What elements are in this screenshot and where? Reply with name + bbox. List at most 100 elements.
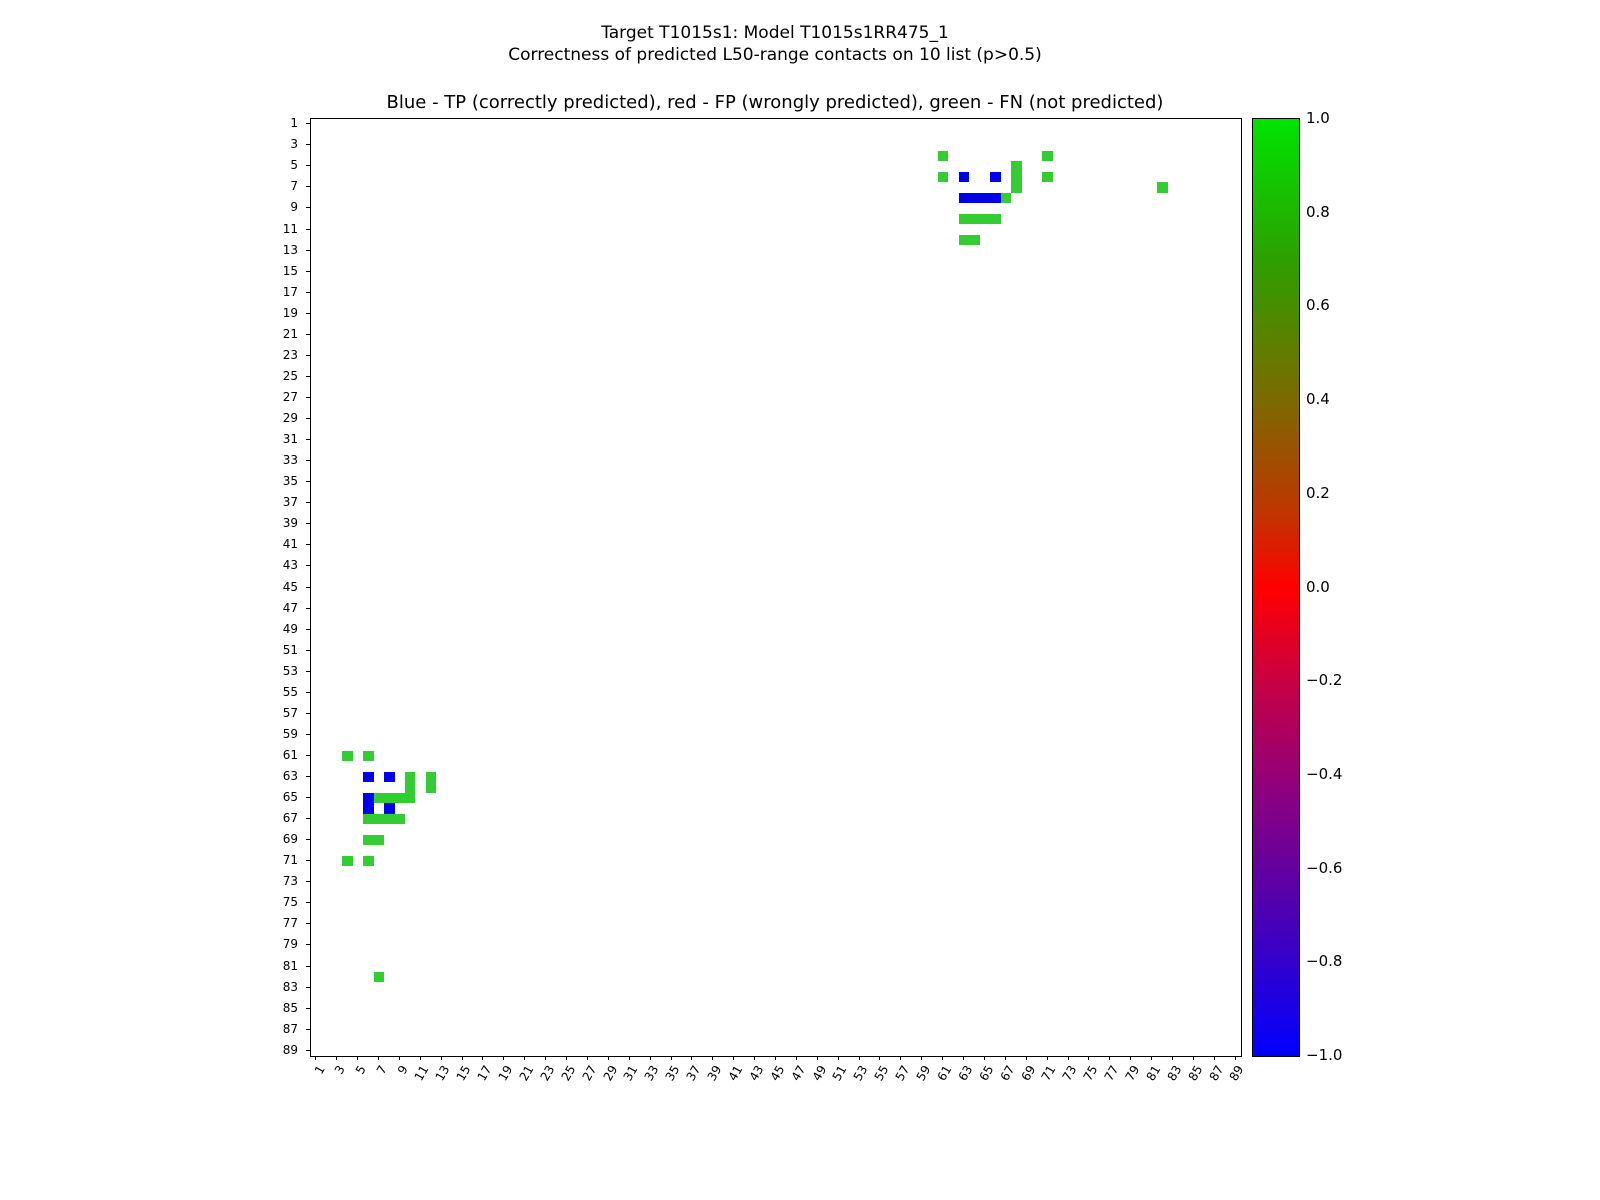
y-tick-mark: [306, 818, 310, 820]
y-tick-label: 85: [282, 1000, 298, 1015]
y-tick-mark: [306, 312, 310, 314]
x-tick-mark: [754, 1056, 756, 1060]
y-tick-label: 9: [290, 200, 298, 215]
x-tick-label: 3: [332, 1063, 349, 1077]
y-tick-mark: [306, 649, 310, 651]
y-tick-label: 11: [282, 221, 298, 236]
x-tick-label: 43: [746, 1063, 767, 1084]
x-tick-label: 37: [683, 1063, 704, 1084]
x-tick-label: 17: [474, 1063, 495, 1084]
y-tick-label: 55: [282, 684, 298, 699]
contact-cell-fn: [405, 792, 416, 804]
x-axis: 1 3 5 7 9 11 13 15 17 19 21 23 25 27 29 31 33 35 37 39 41 43 4…: [310, 1056, 1247, 1126]
x-tick-mark: [1130, 1056, 1132, 1060]
contact-cell-fn: [373, 971, 385, 983]
y-tick-label: 43: [282, 558, 298, 573]
y-tick-mark: [306, 628, 310, 630]
contact-map-plot: [310, 118, 1242, 1057]
y-tick-label: 77: [282, 916, 298, 931]
figure-suptitle: Target T1015s1: Model T1015s1RR475_1 Cor…: [310, 22, 1240, 66]
contact-cell-fn: [373, 813, 385, 825]
x-tick-mark: [795, 1056, 797, 1060]
y-tick-label: 49: [282, 621, 298, 636]
y-tick-label: 33: [282, 453, 298, 468]
y-tick-mark: [306, 291, 310, 293]
x-tick-label: 31: [621, 1063, 641, 1084]
contact-cell-tp: [969, 192, 980, 204]
x-tick-mark: [1192, 1056, 1194, 1060]
y-tick-mark: [306, 544, 310, 546]
x-tick-mark: [1151, 1056, 1153, 1060]
x-tick-mark: [1088, 1056, 1090, 1060]
x-tick-label: 47: [788, 1063, 809, 1084]
y-tick-mark: [306, 902, 310, 904]
contact-cell-fn: [1157, 182, 1168, 193]
y-tick-label: 25: [282, 368, 298, 383]
contact-cell-fn: [425, 782, 437, 793]
x-tick-label: 27: [579, 1063, 600, 1084]
y-tick-label: 53: [282, 663, 298, 678]
y-tick-label: 83: [282, 979, 298, 994]
x-tick-label: 41: [725, 1063, 746, 1084]
y-tick-label: 5: [290, 158, 298, 173]
x-tick-label: 77: [1101, 1063, 1122, 1084]
x-tick-label: 25: [558, 1063, 579, 1084]
x-tick-label: 83: [1164, 1063, 1185, 1084]
contact-cell-fn: [363, 813, 374, 825]
x-tick-mark: [775, 1056, 776, 1060]
y-tick-mark: [306, 418, 310, 420]
x-tick-label: 11: [412, 1063, 432, 1084]
x-tick-label: 87: [1206, 1063, 1226, 1084]
x-tick-mark: [628, 1056, 630, 1060]
colorbar-tick-label: −0.4: [1306, 764, 1343, 783]
colorbar-tick-label: 0.8: [1306, 202, 1330, 221]
x-tick-label: 63: [955, 1063, 976, 1084]
x-tick-label: 79: [1122, 1063, 1143, 1084]
contact-cell-fn: [1011, 182, 1022, 193]
x-tick-mark: [440, 1056, 442, 1060]
y-tick-label: 7: [290, 179, 298, 194]
contact-cell-fn: [969, 234, 980, 246]
y-tick-label: 79: [282, 937, 298, 952]
contact-cell-fn: [405, 771, 416, 783]
y-tick-mark: [306, 839, 310, 841]
contact-cell-tp: [363, 771, 374, 783]
x-tick-label: 9: [394, 1063, 411, 1077]
x-tick-label: 5: [353, 1063, 370, 1077]
contact-cell-fn: [990, 213, 1001, 225]
y-tick-label: 63: [282, 769, 298, 783]
x-tick-mark: [858, 1056, 860, 1060]
contact-cell-tp: [363, 792, 374, 804]
colorbar-tick-label: −0.8: [1306, 952, 1343, 971]
y-tick-label: 81: [282, 958, 298, 973]
x-tick-label: 49: [809, 1063, 829, 1084]
y-tick-mark: [306, 396, 310, 398]
contact-cell-tp: [363, 803, 374, 814]
y-tick-label: 71: [282, 853, 298, 868]
y-tick-label: 45: [282, 579, 298, 594]
colorbar-tick-label: 0.0: [1306, 577, 1330, 596]
contact-cell-fn: [425, 771, 437, 783]
y-tick-label: 89: [282, 1042, 298, 1057]
y-tick-label: 87: [282, 1021, 298, 1036]
x-tick-label: 29: [600, 1063, 620, 1084]
y-tick-mark: [306, 965, 310, 967]
x-tick-mark: [1025, 1056, 1027, 1060]
contact-cell-tp: [384, 803, 395, 814]
contact-cell-fn: [1011, 171, 1022, 183]
y-tick-label: 39: [282, 516, 298, 531]
y-tick-label: 19: [282, 305, 298, 320]
y-tick-label: 1: [290, 116, 298, 131]
x-tick-label: 13: [432, 1063, 453, 1084]
colorbar-tick-label: −0.6: [1306, 858, 1343, 877]
x-tick-mark: [377, 1056, 379, 1060]
x-tick-mark: [921, 1056, 923, 1060]
x-tick-mark: [566, 1056, 567, 1060]
y-tick-mark: [306, 165, 310, 167]
contact-cell-fn: [958, 213, 970, 225]
y-tick-mark: [306, 754, 310, 756]
x-tick-label: 67: [997, 1063, 1017, 1084]
x-tick-mark: [1234, 1056, 1236, 1060]
axes-title: Blue - TP (correctly predicted), red - F…: [386, 92, 1164, 113]
x-tick-mark: [691, 1056, 693, 1060]
